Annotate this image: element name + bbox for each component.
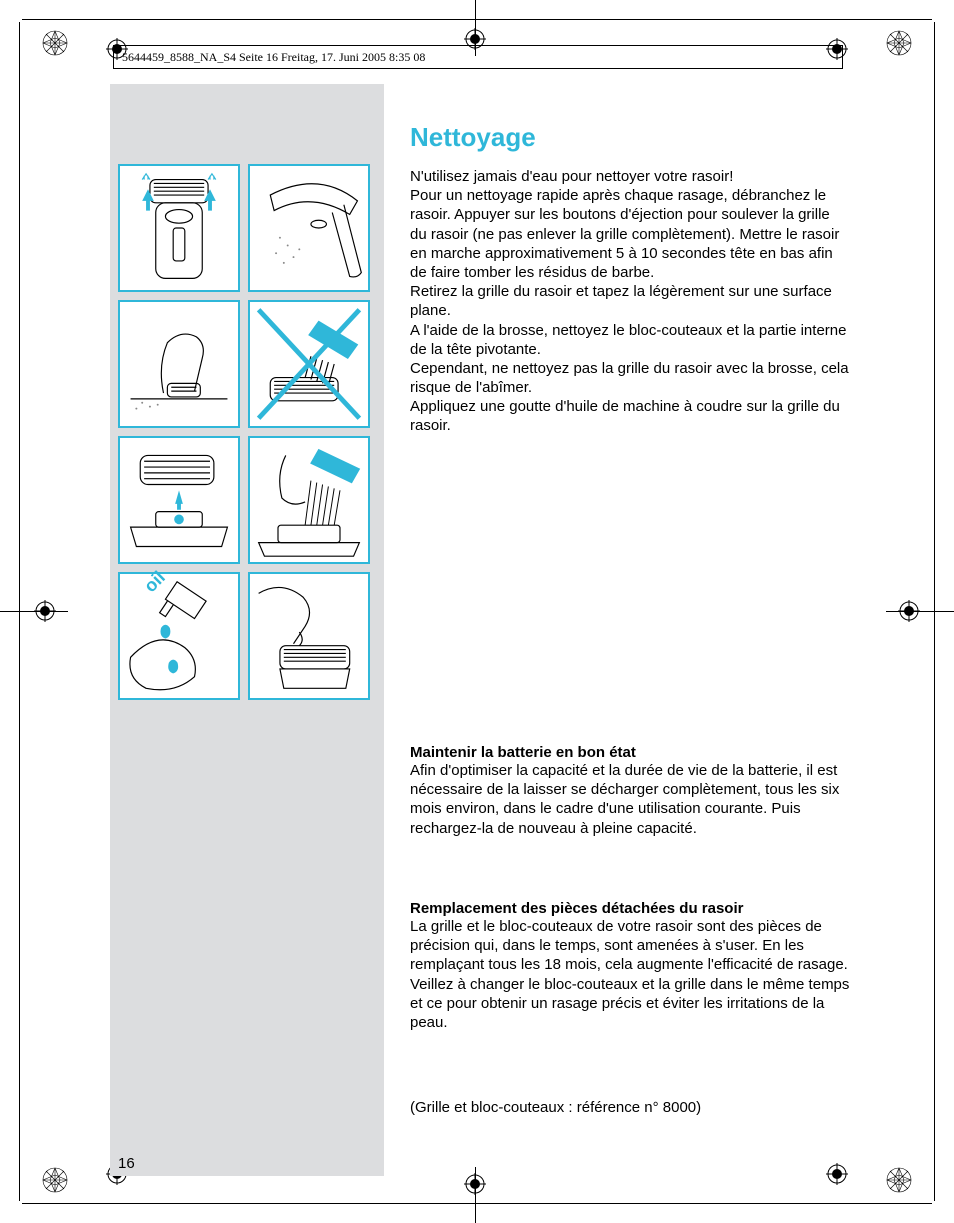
battery-heading: Maintenir la batterie en bon état	[410, 744, 850, 761]
print-header-text: 5644459_8588_NA_S4 Seite 16 Freitag, 17.…	[122, 50, 425, 65]
crosshair-icon	[826, 1163, 848, 1185]
registration-mark-icon	[42, 1167, 68, 1193]
page-number: 16	[118, 1155, 135, 1172]
crosshair-icon	[34, 600, 56, 622]
figure-tap-foil	[118, 300, 240, 428]
crop-line	[22, 1203, 932, 1204]
crop-line	[22, 19, 932, 20]
crop-line	[886, 611, 954, 612]
figure-brush-cutter	[248, 436, 370, 564]
figure-shaver-side-running	[248, 164, 370, 292]
figure-remove-cutter	[118, 436, 240, 564]
crosshair-icon	[464, 1173, 486, 1195]
parts-heading: Remplacement des pièces détachées du ras…	[410, 900, 850, 917]
battery-body: Afin d'optimiser la capacité et la durée…	[410, 761, 850, 838]
parts-body: La grille et le bloc-couteaux de votre r…	[410, 917, 850, 1032]
main-text-column: Nettoyage N'utilisez jamais d'eau pour n…	[410, 122, 850, 436]
battery-section: Maintenir la batterie en bon état Afin d…	[410, 744, 850, 838]
figure-grid: oil	[118, 164, 370, 700]
reference-line: (Grille et bloc-couteaux : référence n° …	[410, 1098, 850, 1117]
registration-mark-icon	[886, 30, 912, 56]
registration-mark-icon	[42, 30, 68, 56]
print-header-box: 5644459_8588_NA_S4 Seite 16 Freitag, 17.…	[113, 45, 843, 69]
section-body: N'utilisez jamais d'eau pour nettoyer vo…	[410, 167, 850, 436]
parts-section: Remplacement des pièces détachées du ras…	[410, 900, 850, 1032]
figure-shaver-front-eject	[118, 164, 240, 292]
crosshair-icon	[898, 600, 920, 622]
registration-mark-icon	[886, 1167, 912, 1193]
figure-brush-foil-crossed	[248, 300, 370, 428]
section-heading: Nettoyage	[410, 122, 850, 153]
figure-oil-drop: oil	[118, 572, 240, 700]
figure-apply-oil-foil	[248, 572, 370, 700]
